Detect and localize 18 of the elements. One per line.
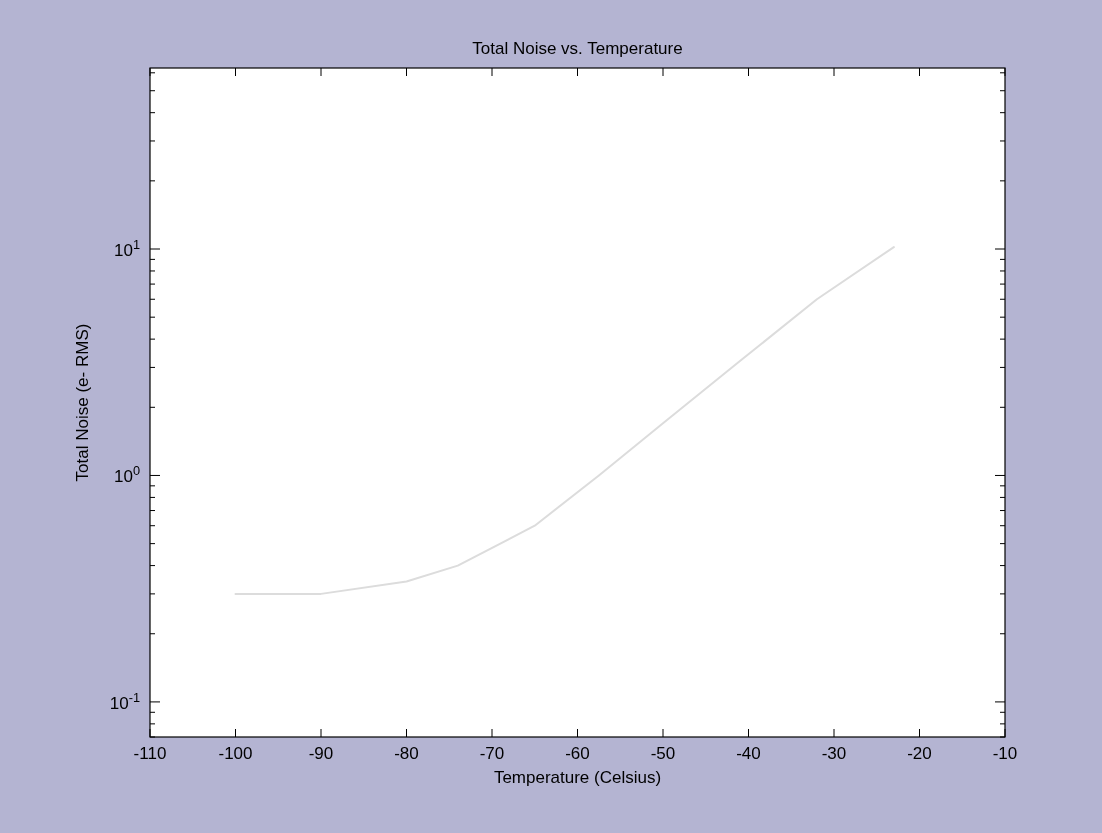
x-axis-title: Temperature (Celsius): [493, 768, 662, 787]
x-tick-label: -110: [133, 744, 167, 763]
x-tick-label: -100: [218, 744, 253, 763]
x-tick-label: -30: [821, 744, 847, 763]
y-tick-label: 10$^{0}$: [113, 462, 140, 487]
x-tick-label: -20: [907, 744, 932, 763]
x-tick-label: -40: [736, 744, 761, 763]
x-tick-label: -60: [565, 744, 590, 763]
y-tick-label: 10$^{1}$: [113, 236, 140, 261]
chart-title: Total Noise vs. Temperature: [472, 39, 683, 58]
x-tick-label: -70: [479, 744, 505, 763]
x-tick-label: -10: [992, 744, 1018, 763]
y-axis-title: Total Noise (e- RMS): [73, 323, 92, 482]
line-series: [234, 246, 895, 595]
y-tick-label: 10$^{-1}$: [109, 689, 140, 713]
x-tick-label: -50: [650, 744, 676, 763]
x-tick-label: -90: [308, 744, 334, 763]
x-tick-label: -80: [394, 744, 419, 763]
